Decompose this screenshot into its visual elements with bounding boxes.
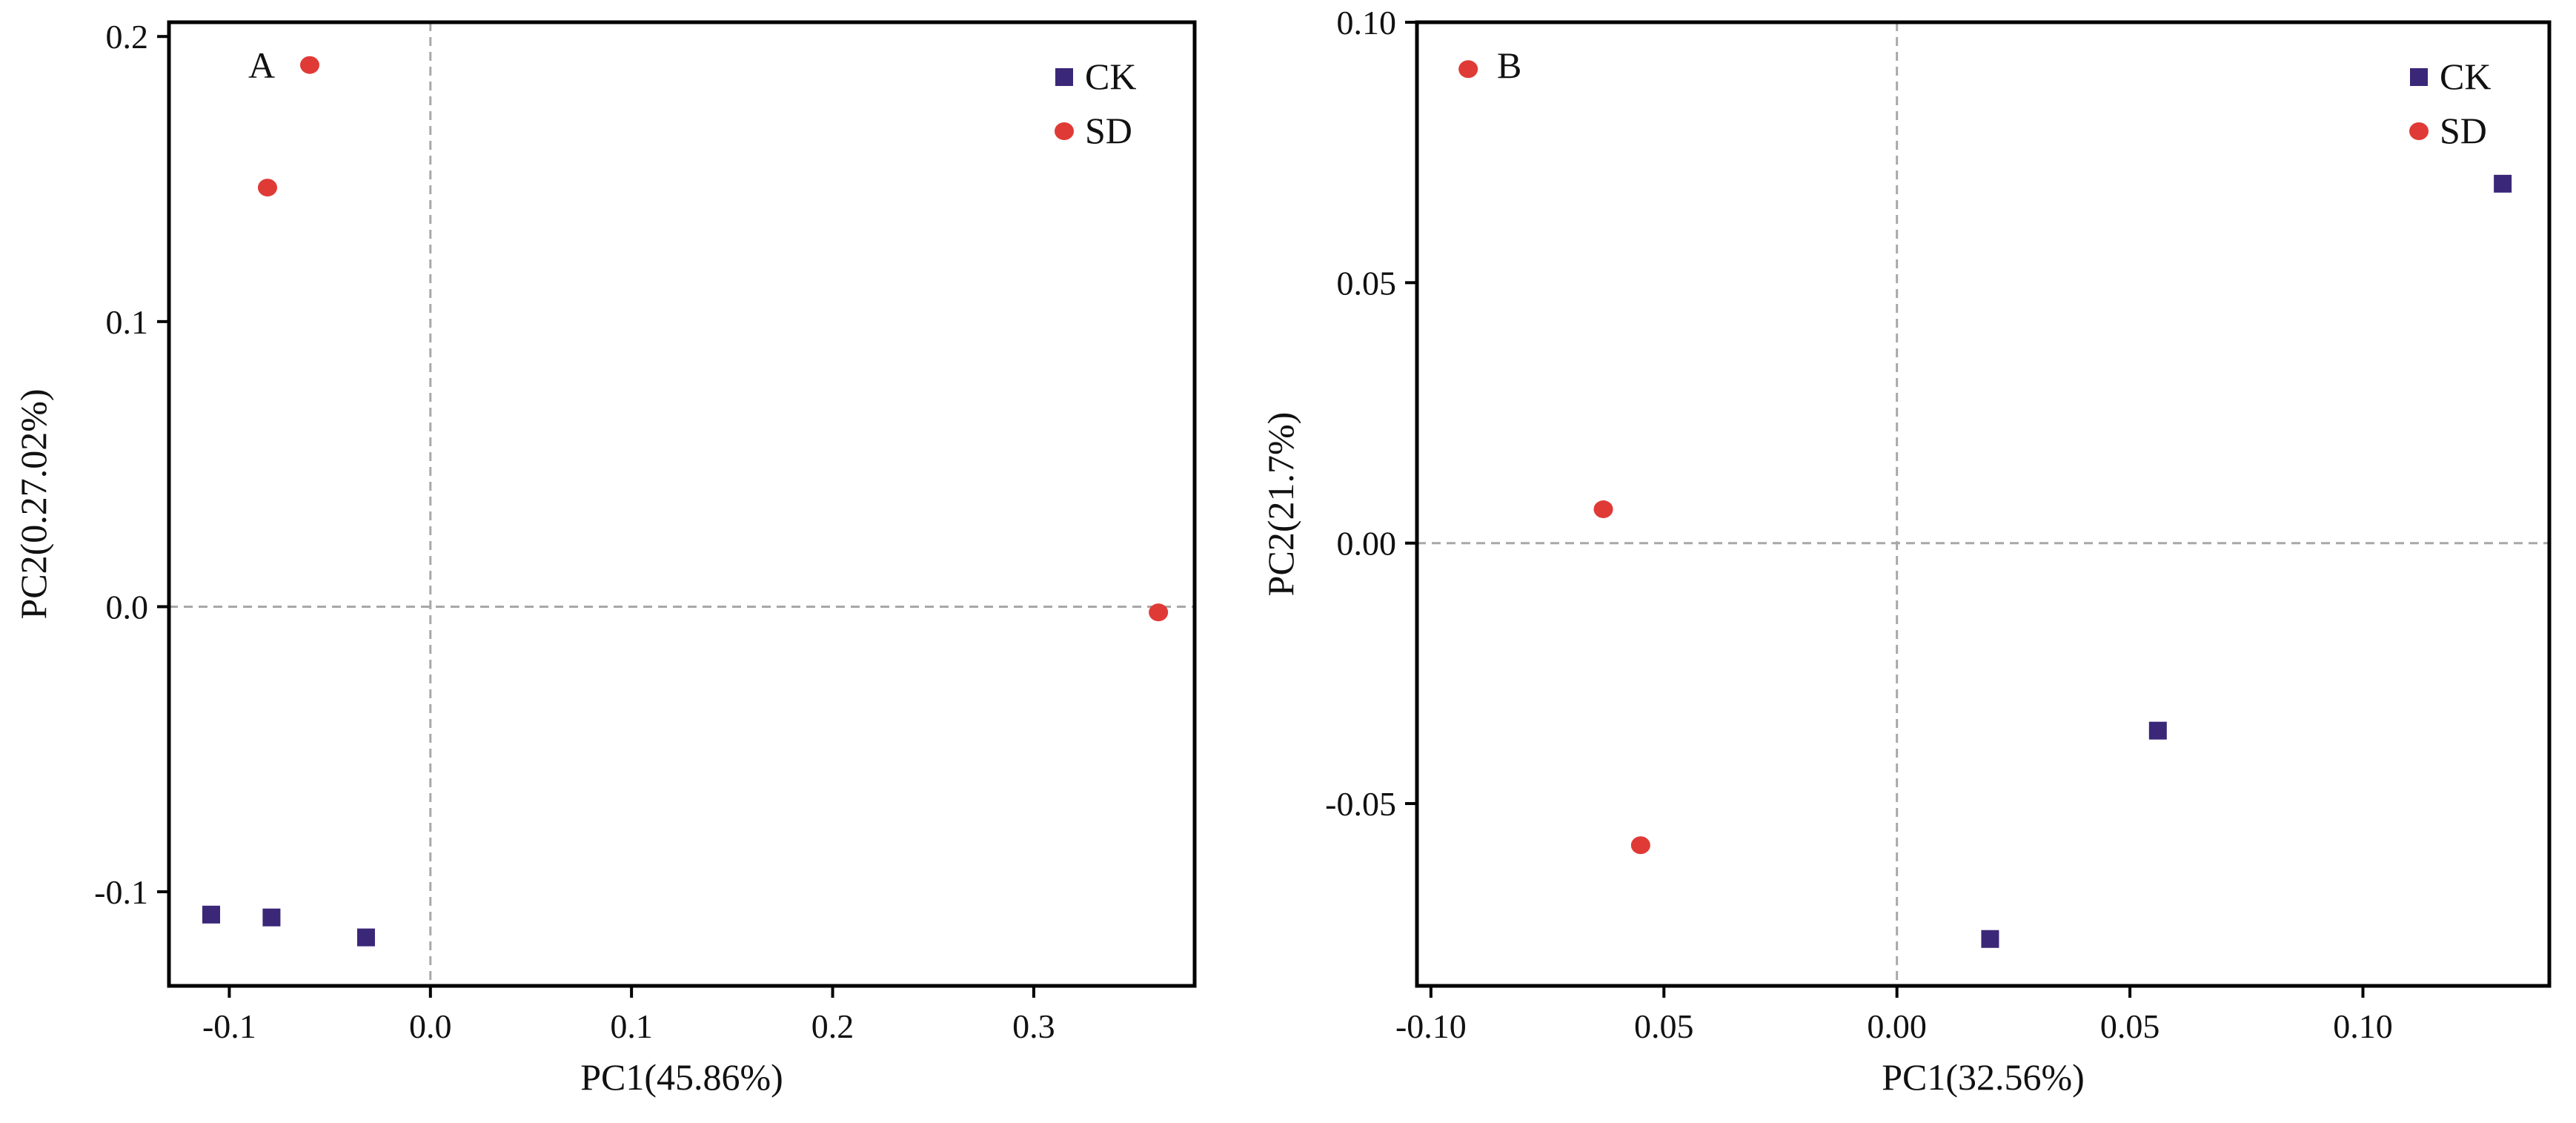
y-tick-label: -0.05 <box>1325 785 1396 823</box>
x-tick-label: 0.3 <box>1012 1007 1055 1045</box>
plot-frame <box>167 20 1197 988</box>
data-point-sd-3 <box>1149 603 1169 622</box>
x-tick-label: 0.0 <box>409 1007 452 1045</box>
data-point-sd-1 <box>299 56 319 74</box>
data-point-ck-2 <box>2148 721 2167 740</box>
y-tick-label: 0.2 <box>106 18 149 56</box>
data-point-ck-3 <box>1981 930 1999 948</box>
y-tick-label: 0.10 <box>1337 4 1397 42</box>
data-point-ck-2 <box>262 908 281 927</box>
legend-marker-sd <box>2409 122 2429 140</box>
legend-label-sd: SD <box>2440 110 2487 151</box>
plot-frame <box>1415 20 2552 988</box>
data-point-ck-3 <box>356 928 375 947</box>
legend-label-sd: SD <box>1085 110 1132 151</box>
x-tick-label: -0.1 <box>202 1007 256 1045</box>
data-point-sd-3 <box>1630 836 1650 855</box>
panel-label: B <box>1497 44 1521 86</box>
legend-marker-sd <box>1055 122 1074 140</box>
chart-panel-b: -0.10 0.05 0.00 0.05 0.10 -0.05 0.00 0.05 0.10 PC… <box>1260 4 2552 1098</box>
panel-label: A <box>248 44 275 86</box>
x-tick-label: 0.00 <box>1867 1007 1927 1045</box>
y-axis-title: PC2(21.7%) <box>1260 412 1301 597</box>
x-axis-title: PC1(45.86%) <box>580 1056 783 1098</box>
chart-panel-a: -0.1 0.0 0.1 0.2 0.3 -0.1 0.0 0.1 0.2 PC1(45.86%)… <box>13 18 1197 1098</box>
legend: CK SD <box>1055 56 1136 151</box>
y-tick-label: 0.05 <box>1337 264 1397 302</box>
x-tick-label: 0.10 <box>2333 1007 2393 1045</box>
data-point-sd-2 <box>1593 500 1613 519</box>
data-point-sd-1 <box>1458 60 1478 79</box>
y-tick-label: -0.1 <box>94 873 148 911</box>
legend: CK SD <box>2409 56 2491 151</box>
legend-label-ck: CK <box>2440 56 2491 97</box>
y-tick-label: 0.00 <box>1337 525 1397 563</box>
x-axis-title: PC1(32.56%) <box>1882 1056 2085 1098</box>
data-point-sd-2 <box>257 179 277 197</box>
legend-marker-ck <box>1055 68 1073 86</box>
x-tick-label: -0.10 <box>1395 1007 1467 1045</box>
y-tick-label: 0.1 <box>106 303 149 341</box>
x-tick-label: 0.05 <box>1634 1007 1694 1045</box>
legend-label-ck: CK <box>1085 56 1136 97</box>
x-tick-label: 0.2 <box>811 1007 854 1045</box>
y-axis-title: PC2(0.27.02%) <box>13 388 54 619</box>
y-tick-label: 0.0 <box>106 588 149 626</box>
legend-marker-ck <box>2410 68 2428 86</box>
x-tick-label: 0.05 <box>2100 1007 2160 1045</box>
data-point-ck-1 <box>202 905 220 924</box>
x-tick-label: 0.1 <box>610 1007 653 1045</box>
data-point-ck-1 <box>2494 174 2512 193</box>
